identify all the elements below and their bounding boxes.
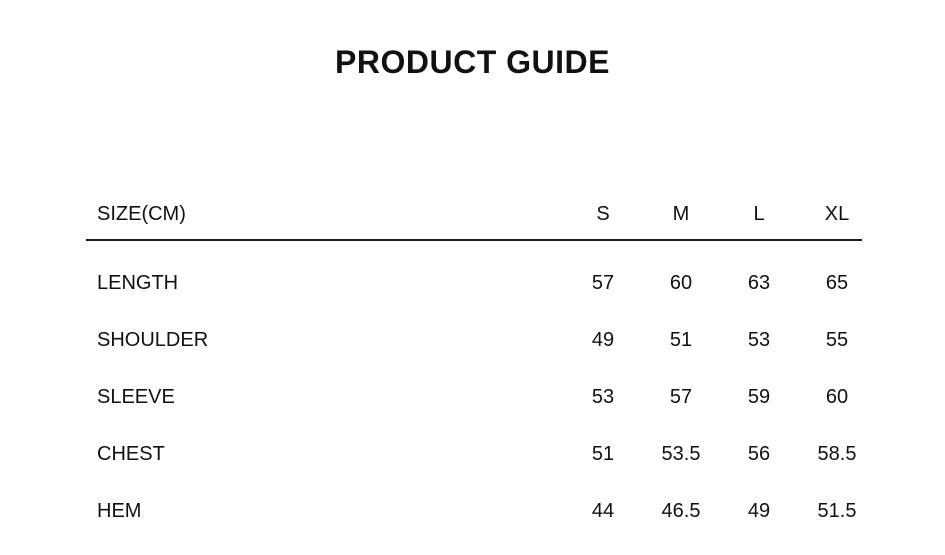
column-header-xl: XL <box>824 202 850 225</box>
cell-chest-xl: 58.5 <box>817 443 857 465</box>
column-header-l: L <box>753 202 765 225</box>
cell-sleeve-m: 57 <box>669 386 693 408</box>
cell-length-m: 60 <box>669 272 693 294</box>
size-unit-header: SIZE(CM) <box>97 202 186 225</box>
size-table-body: LENGTH 57 60 63 65 SHOULDER 49 51 53 55 … <box>86 241 876 540</box>
cell-hem-l: 49 <box>747 500 771 522</box>
cell-shoulder-l: 53 <box>747 329 771 351</box>
table-row-sleeve: SLEEVE 53 57 59 60 <box>86 369 876 426</box>
cell-sleeve-xl: 60 <box>825 386 849 408</box>
row-label: LENGTH <box>97 272 179 294</box>
cell-shoulder-xl: 55 <box>825 329 849 351</box>
cell-sleeve-s: 53 <box>591 386 615 408</box>
size-table: SIZE(CM) S M L XL LENGTH 57 60 63 65 SHO… <box>86 189 876 540</box>
column-header-m: M <box>672 202 690 225</box>
cell-chest-m: 53.5 <box>661 443 701 465</box>
cell-shoulder-m: 51 <box>669 329 693 351</box>
cell-hem-m: 46.5 <box>661 500 701 522</box>
table-row-length: LENGTH 57 60 63 65 <box>86 255 876 312</box>
row-label: HEM <box>97 500 142 522</box>
cell-chest-l: 56 <box>747 443 771 465</box>
size-table-header-row: SIZE(CM) S M L XL <box>86 189 876 239</box>
cell-chest-s: 51 <box>591 443 615 465</box>
cell-length-xl: 65 <box>825 272 849 294</box>
column-header-s: S <box>596 202 610 225</box>
cell-length-l: 63 <box>747 272 771 294</box>
row-label: CHEST <box>97 443 165 465</box>
header-divider <box>86 239 862 241</box>
cell-length-s: 57 <box>591 272 615 294</box>
cell-hem-s: 44 <box>591 500 615 522</box>
page-title: PRODUCT GUIDE <box>335 44 610 80</box>
table-row-chest: CHEST 51 53.5 56 58.5 <box>86 426 876 483</box>
table-row-shoulder: SHOULDER 49 51 53 55 <box>86 312 876 369</box>
table-row-hem: HEM 44 46.5 49 51.5 <box>86 483 876 540</box>
row-label: SHOULDER <box>97 329 209 351</box>
row-label: SLEEVE <box>97 386 175 408</box>
cell-hem-xl: 51.5 <box>817 500 857 522</box>
cell-shoulder-s: 49 <box>591 329 615 351</box>
cell-sleeve-l: 59 <box>747 386 771 408</box>
